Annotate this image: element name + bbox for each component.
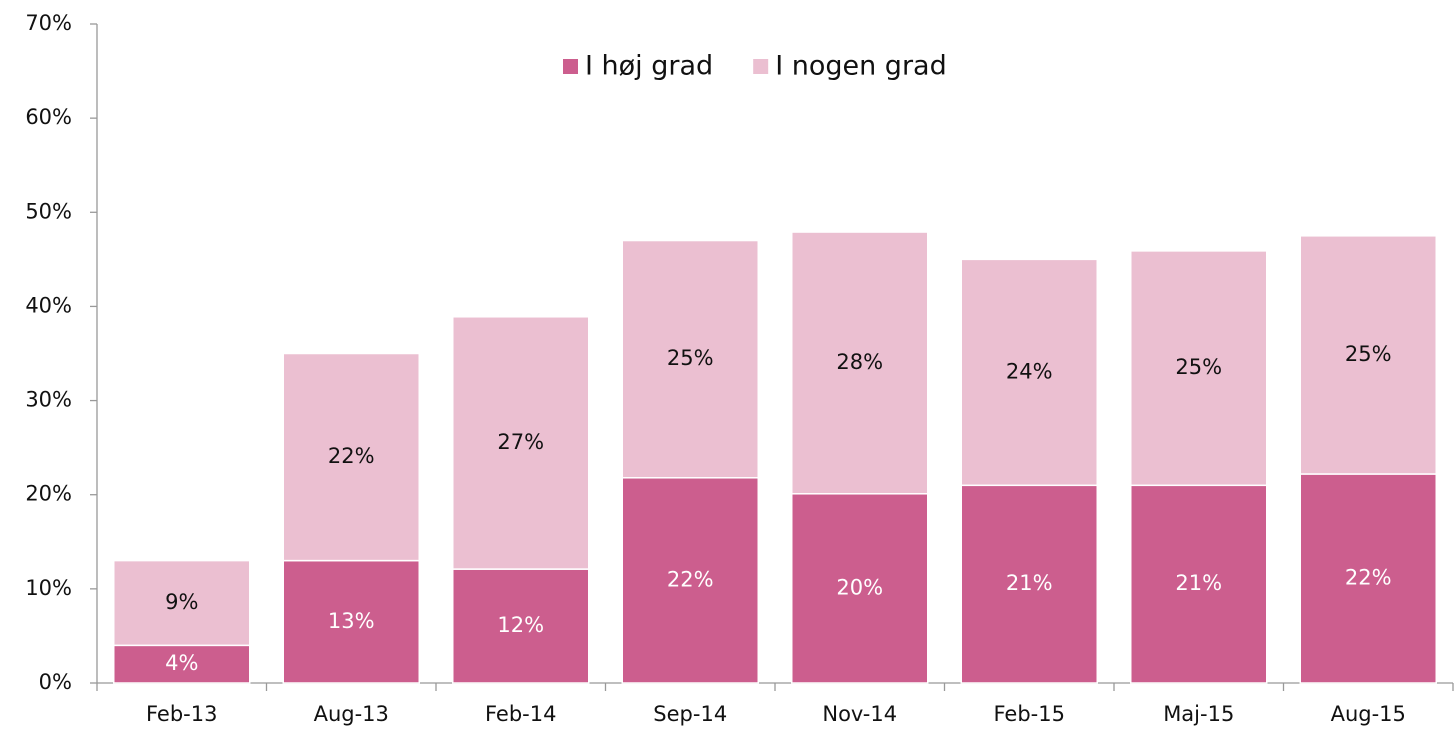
data-label: 9%	[165, 590, 198, 614]
y-tick-label: 40%	[25, 293, 72, 317]
bar-segment	[960, 484, 1098, 684]
x-tick-label: Aug-15	[1331, 702, 1406, 726]
bar-segment	[1299, 235, 1437, 475]
legend-swatch	[563, 59, 578, 74]
bar-segment	[452, 316, 590, 570]
data-label: 25%	[1345, 342, 1392, 366]
data-label: 21%	[1006, 571, 1053, 595]
bar-segment	[621, 239, 759, 479]
bar-segment	[1130, 250, 1268, 487]
data-label: 21%	[1175, 571, 1222, 595]
data-label: 12%	[497, 613, 544, 637]
data-label: 27%	[497, 430, 544, 454]
x-tick-label: Feb-14	[485, 702, 556, 726]
y-tick-label: 60%	[25, 105, 72, 129]
data-label: 22%	[328, 444, 375, 468]
y-tick-label: 20%	[25, 482, 72, 506]
y-tick-label: 50%	[25, 199, 72, 223]
bar-segment	[791, 493, 929, 684]
legend-label: I høj grad	[585, 51, 713, 82]
data-label: 22%	[667, 567, 714, 591]
x-tick-label: Nov-14	[822, 702, 897, 726]
y-tick-label: 70%	[25, 11, 72, 35]
bar-segment	[1130, 484, 1268, 684]
x-tick-label: Feb-15	[994, 702, 1065, 726]
bar-segment	[960, 258, 1098, 487]
legend-swatch	[753, 59, 769, 74]
y-tick-label: 10%	[25, 576, 72, 600]
data-label: 20%	[836, 575, 883, 599]
y-tick-label: 0%	[39, 670, 72, 694]
data-label: 13%	[328, 609, 375, 633]
bar-segment	[282, 352, 420, 562]
x-tick-label: Maj-15	[1163, 702, 1234, 726]
data-label: 24%	[1006, 359, 1053, 383]
data-label: 4%	[165, 651, 198, 675]
bar-segment	[113, 559, 251, 647]
x-tick-label: Sep-14	[653, 702, 727, 726]
data-label: 25%	[1175, 355, 1222, 379]
bar-segment	[452, 568, 590, 684]
bar-segment	[791, 231, 929, 495]
x-tick-label: Aug-13	[314, 702, 389, 726]
data-label: 22%	[1345, 566, 1392, 590]
y-tick-label: 30%	[25, 388, 72, 412]
data-label: 28%	[836, 350, 883, 374]
legend-label: I nogen grad	[775, 51, 947, 82]
data-label: 25%	[667, 346, 714, 370]
x-tick-label: Feb-13	[146, 702, 217, 726]
bar-segment	[282, 559, 420, 684]
bar-segment	[621, 477, 759, 684]
